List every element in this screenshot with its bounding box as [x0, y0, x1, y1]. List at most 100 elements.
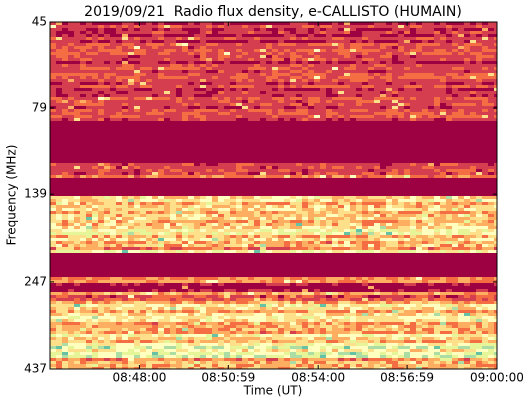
- spectrogram-cell: [104, 76, 110, 79]
- spectrogram-cell: [116, 292, 122, 295]
- spectrogram-cell: [326, 37, 332, 40]
- spectrogram-cell: [50, 37, 56, 40]
- spectrogram-cell: [416, 91, 422, 94]
- spectrogram-cell: [248, 205, 254, 208]
- spectrogram-cell: [398, 61, 404, 64]
- spectrogram-cell: [326, 235, 332, 238]
- spectrogram-cell: [224, 301, 230, 304]
- spectrogram-cell: [188, 235, 194, 238]
- spectrogram-cell: [50, 25, 56, 28]
- spectrogram-cell: [242, 244, 248, 247]
- spectrogram-cell: [56, 244, 62, 247]
- spectrogram-cell: [278, 43, 284, 46]
- spectrogram-cell: [314, 37, 320, 40]
- spectrogram-cell: [260, 82, 266, 85]
- spectrogram-cell: [494, 49, 497, 52]
- spectrogram-cell: [434, 214, 440, 217]
- spectrogram-cell: [242, 58, 248, 61]
- spectrogram-cell: [260, 109, 266, 112]
- spectrogram-cell: [104, 118, 110, 121]
- spectrogram-cell: [380, 217, 386, 220]
- spectrogram-cell: [374, 244, 380, 247]
- spectrogram-cell: [176, 97, 182, 100]
- spectrogram-cell: [404, 91, 410, 94]
- spectrogram-cell: [410, 112, 416, 115]
- spectrogram-cell: [56, 61, 62, 64]
- spectrogram-cell: [350, 205, 356, 208]
- spectrogram-cell: [350, 58, 356, 61]
- spectrogram-cell: [374, 73, 380, 76]
- spectrogram-cell: [260, 166, 266, 169]
- spectrogram-cell: [188, 280, 194, 283]
- spectrogram-cell: [434, 70, 440, 73]
- spectrogram-cell: [164, 289, 170, 292]
- spectrogram-cell: [218, 289, 224, 292]
- spectrogram-cell: [392, 22, 398, 25]
- spectrogram-cell: [332, 64, 338, 67]
- spectrogram-cell: [476, 52, 482, 55]
- spectrogram-cell: [476, 22, 482, 25]
- spectrogram-cell: [470, 205, 476, 208]
- spectrogram-cell: [392, 31, 398, 34]
- spectrogram-cell: [314, 223, 320, 226]
- spectrogram-cell: [212, 166, 218, 169]
- spectrogram-cell: [230, 85, 236, 88]
- spectrogram-cell: [272, 220, 278, 223]
- spectrogram-cell: [344, 229, 350, 232]
- spectrogram-cell: [482, 79, 488, 82]
- spectrogram-cell: [86, 277, 92, 280]
- spectrogram-cell: [476, 115, 482, 118]
- spectrogram-cell: [470, 106, 476, 109]
- spectrogram-cell: [236, 244, 242, 247]
- spectrogram-cell: [218, 295, 224, 298]
- spectrogram-cell: [62, 85, 68, 88]
- spectrogram-cell: [338, 169, 344, 172]
- spectrogram-cell: [158, 229, 164, 232]
- spectrogram-cell: [464, 94, 470, 97]
- spectrogram-cell: [344, 250, 350, 253]
- spectrogram-cell: [158, 55, 164, 58]
- spectrogram-cell: [380, 244, 386, 247]
- spectrogram-cell: [230, 73, 236, 76]
- spectrogram-cell: [128, 64, 134, 67]
- spectrogram-cell: [350, 79, 356, 82]
- spectrogram-cell: [428, 94, 434, 97]
- spectrogram-cell: [464, 55, 470, 58]
- spectrogram-cell: [68, 250, 74, 253]
- spectrogram-cell: [230, 46, 236, 49]
- spectrogram-cell: [428, 88, 434, 91]
- spectrogram-cell: [308, 223, 314, 226]
- spectrogram-cell: [236, 22, 242, 25]
- spectrogram-cell: [212, 118, 218, 121]
- spectrogram-cell: [80, 241, 86, 244]
- spectrogram-cell: [284, 85, 290, 88]
- spectrogram-cell: [260, 289, 266, 292]
- spectrogram-cell: [86, 220, 92, 223]
- spectrogram-cell: [458, 85, 464, 88]
- spectrogram-cell: [392, 244, 398, 247]
- spectrogram-cell: [146, 208, 152, 211]
- spectrogram-cell: [74, 37, 80, 40]
- spectrogram-cell: [122, 28, 128, 31]
- spectrogram-cell: [260, 34, 266, 37]
- spectrogram-cell: [266, 196, 272, 199]
- spectrogram-cell: [110, 283, 116, 286]
- spectrogram-cell: [194, 37, 200, 40]
- spectrogram-cell: [200, 118, 206, 121]
- spectrogram-cell: [266, 280, 272, 283]
- spectrogram-cell: [350, 37, 356, 40]
- spectrogram-cell: [188, 196, 194, 199]
- spectrogram-cell: [290, 223, 296, 226]
- spectrogram-cell: [128, 196, 134, 199]
- spectrogram-cell: [62, 46, 68, 49]
- spectrogram-cell: [104, 301, 110, 304]
- spectrogram-cell: [434, 55, 440, 58]
- spectrogram-cell: [200, 49, 206, 52]
- spectrogram-cell: [254, 37, 260, 40]
- spectrogram-cell: [380, 55, 386, 58]
- spectrogram-cell: [422, 286, 428, 289]
- spectrogram-cell: [368, 232, 374, 235]
- spectrogram-cell: [374, 277, 380, 280]
- spectrogram-cell: [176, 31, 182, 34]
- spectrogram-cell: [362, 43, 368, 46]
